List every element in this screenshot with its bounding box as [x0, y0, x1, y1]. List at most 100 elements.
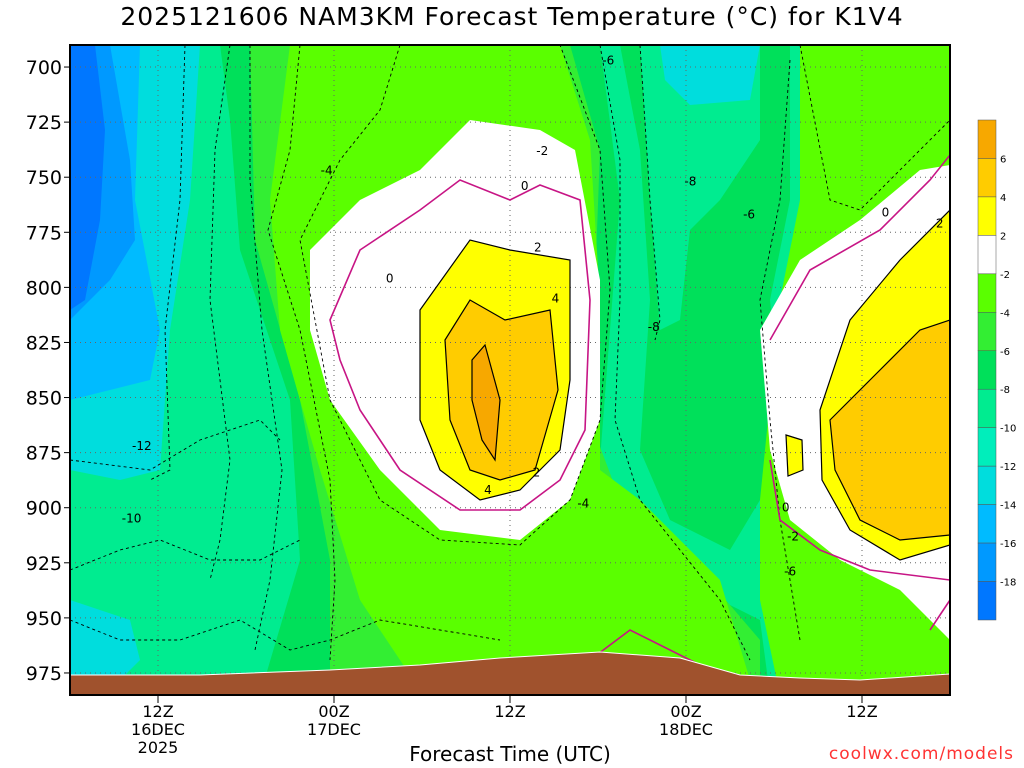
colorbar-swatch-4 [977, 273, 997, 313]
x-tick-3: 00Z 18DEC [659, 695, 713, 739]
y-tick-3: 775 [26, 222, 70, 244]
y-tick-label-1: 725 [26, 112, 62, 134]
solid-contour-4 [829, 319, 950, 541]
y-tick-0: 700 [26, 57, 70, 79]
colorbar-swatch-7 [977, 388, 997, 428]
contour-label-18: -2 [787, 529, 799, 543]
colorbar-swatch-1 [977, 158, 997, 198]
contour-label-2: -4 [321, 164, 333, 178]
contour-label-layer: -12 -10 -4 0 -2 0 2 4 4 2 -4 -6 -8 -8 -6 0 2 0 -2 -6 [122, 53, 944, 579]
contour-label-12: -8 [684, 175, 696, 189]
y-tick-label-0: 700 [26, 57, 62, 79]
colorbar-label-10: -16 [1000, 539, 1016, 550]
solid-contour-1 [444, 299, 559, 481]
colorbar-label-7: -10 [1000, 424, 1016, 435]
zero-contour-2 [769, 459, 950, 581]
y-tick-10: 950 [26, 608, 70, 630]
y-axis: 700 725 750 775 800 825 850 875 900 925 950 975 [26, 57, 70, 685]
contour-layer [70, 45, 950, 666]
x-tick-label-2: 12Z [494, 702, 525, 721]
contour-label-4: -2 [536, 144, 548, 158]
credit-link[interactable]: coolwx.com/models [828, 744, 1014, 764]
y-tick-1: 725 [26, 112, 70, 134]
y-tick-label-6: 850 [26, 388, 62, 410]
contour-label-3: 0 [386, 272, 394, 286]
x-tick-label-line-1-1: 17DEC [307, 720, 361, 739]
colorbar-swatch-5 [977, 312, 997, 352]
dashed-contour-7 [759, 59, 801, 641]
y-tick-label-9: 925 [26, 553, 62, 575]
dashed-contour-11 [70, 619, 501, 651]
x-tick-label-line-2-0: 12Z [494, 702, 525, 721]
contour-label-10: -4 [577, 496, 589, 510]
colorbar-swatch-2 [977, 196, 997, 236]
solid-contour-3 [819, 209, 950, 561]
solid-contour-2 [471, 343, 501, 462]
dashed-contour-5 [599, 45, 751, 661]
colorbar-swatch-3 [977, 235, 997, 275]
dashed-contour-3 [267, 45, 336, 661]
band-minus10-mid [640, 45, 760, 330]
terrain-layer [70, 651, 950, 695]
colorbar-swatch-11 [977, 542, 997, 582]
colorbar-label-2: 2 [1000, 231, 1006, 242]
y-tick-label-11: 975 [26, 663, 62, 685]
x-tick-label-1: 00Z 17DEC [307, 702, 361, 739]
y-tick-7: 875 [26, 443, 70, 465]
contour-label-5: 0 [521, 179, 529, 193]
dashed-contour-8 [799, 45, 950, 211]
chart-title: 2025121606 NAM3KM Forecast Temperature (… [120, 2, 904, 31]
warm-nose1-plus6 [472, 345, 500, 460]
dashed-contour-0 [149, 45, 186, 481]
colorbar-label-5: -6 [1000, 347, 1010, 358]
y-tick-label-2: 750 [26, 167, 62, 189]
dashed-contour-9 [70, 419, 281, 471]
x-tick-label-4: 12Z [846, 702, 877, 721]
colorbar-swatch-8 [977, 427, 997, 467]
contour-label-8: 4 [484, 483, 492, 497]
band-minus18-west [70, 45, 105, 310]
zero-contour-3 [589, 629, 701, 666]
y-tick-4: 800 [26, 277, 70, 299]
y-tick-5: 825 [26, 332, 70, 354]
x-tick-label-line-3-1: 18DEC [659, 720, 713, 739]
y-tick-label-8: 900 [26, 498, 62, 520]
x-tick-4: 12Z [846, 695, 878, 721]
contour-label-17: 0 [782, 501, 790, 515]
y-tick-11: 975 [26, 663, 70, 685]
contour-label-14: -6 [743, 208, 755, 222]
warm-nose2-plus2-pocket [786, 435, 803, 476]
band-minus12-ne [660, 45, 760, 105]
y-tick-label-3: 775 [26, 222, 62, 244]
contour-label-7: 4 [552, 291, 560, 305]
dashed-contour-2 [249, 45, 283, 651]
warm-nose2-plus4 [830, 320, 950, 540]
colorbar-label-0: 6 [1000, 154, 1006, 165]
x-tick-label-line-1-0: 00Z [318, 702, 349, 721]
zero-contour-0 [329, 179, 591, 511]
x-tick-1: 00Z 17DEC [307, 695, 361, 739]
x-axis-label: Forecast Time (UTC) [409, 742, 611, 766]
y-tick-2: 750 [26, 167, 70, 189]
y-tick-label-5: 825 [26, 332, 62, 354]
contour-label-19: -6 [784, 565, 796, 579]
contour-label-6: 2 [534, 241, 542, 255]
x-tick-label-line-0-1: 16DEC [131, 720, 185, 739]
x-tick-label-0: 12Z 16DEC 2025 [131, 702, 185, 757]
colorbar-swatch-0 [977, 119, 997, 159]
y-tick-label-7: 875 [26, 443, 62, 465]
x-tick-label-line-4-0: 12Z [846, 702, 877, 721]
x-tick-label-line-0-0: 12Z [142, 702, 173, 721]
colorbar: 6 4 2 -2 -4 -6 -8 -10 -12 -14 -16 -18 [977, 119, 1016, 621]
y-tick-6: 850 [26, 388, 70, 410]
x-tick-label-line-3-0: 00Z [670, 702, 701, 721]
contour-label-15: 0 [882, 205, 890, 219]
colorbar-label-9: -14 [1000, 501, 1016, 512]
x-tick-label-line-0-2: 2025 [138, 738, 179, 757]
colorbar-label-11: -18 [1000, 578, 1016, 589]
colorbar-label-6: -8 [1000, 385, 1010, 396]
colorbar-label-4: -4 [1000, 308, 1010, 319]
dashed-contour-10 [70, 539, 301, 571]
